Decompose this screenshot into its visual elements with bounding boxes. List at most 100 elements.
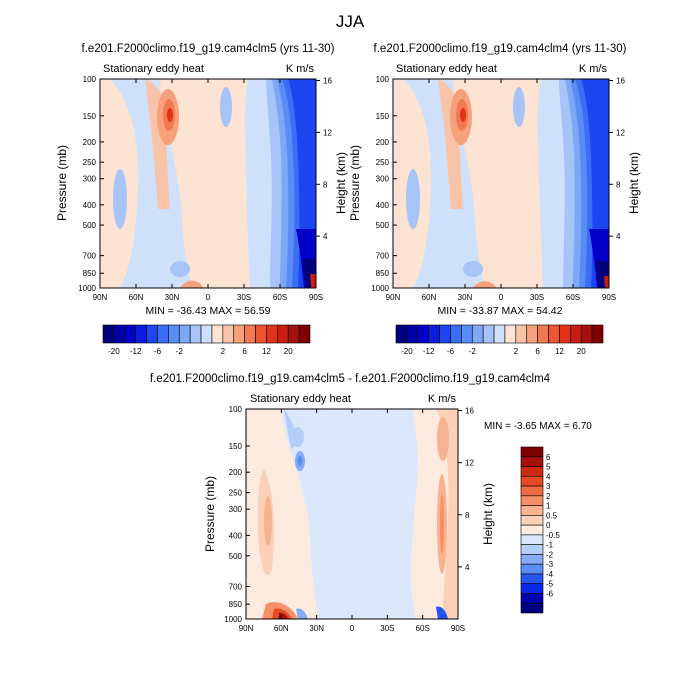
colorbar-label: -6 — [447, 347, 455, 356]
colorbar-label: 5 — [546, 463, 551, 472]
colorbar-label: 12 — [262, 347, 271, 356]
colorbar-label: 20 — [284, 347, 293, 356]
y-tick-label: 150 — [83, 112, 97, 121]
y-tick-label: 500 — [376, 221, 390, 230]
height-tick-label: 16 — [323, 77, 332, 86]
colorbar-swatch — [520, 593, 544, 604]
colorbar-swatch — [570, 324, 582, 344]
y-axis-label: Pressure (mb) — [55, 145, 69, 221]
height-tick-label: 4 — [616, 232, 621, 241]
x-tick-label: 60S — [273, 293, 287, 302]
y-tick-label: 250 — [83, 158, 97, 167]
left-label: Stationary eddy heat — [103, 63, 204, 75]
panel-title: f.e201.F2000climo.f19_g19.cam4clm5 (yrs … — [82, 43, 335, 55]
colorbar-swatch — [471, 324, 484, 344]
y-tick-label: 850 — [83, 269, 97, 278]
x-tick-label: 60S — [566, 293, 580, 302]
colorbar-label: 2 — [514, 347, 519, 356]
x-tick-label: 60S — [416, 624, 430, 633]
colorbar-swatch — [591, 324, 604, 344]
x-tick-label: 30N — [309, 624, 324, 633]
y-tick-label: 1000 — [224, 615, 242, 624]
colorbar-swatch — [520, 475, 544, 487]
colorbar-swatch — [135, 324, 147, 344]
x-tick-label: 0 — [350, 624, 355, 633]
y-tick-label: 200 — [376, 138, 390, 147]
colorbar-swatch — [298, 324, 311, 344]
colorbar-swatch — [520, 446, 544, 458]
height-tick-label: 12 — [616, 128, 625, 137]
colorbar-swatch — [222, 324, 235, 344]
colorbar-label: -20 — [108, 347, 120, 356]
height-tick-label: 16 — [465, 407, 474, 416]
y-axis-label: Pressure (mb) — [348, 145, 362, 221]
colorbar-label: -4 — [546, 570, 554, 579]
colorbar-swatch — [211, 324, 224, 344]
y-tick-label: 100 — [376, 75, 390, 84]
y-tick-label: 1000 — [78, 284, 96, 293]
colorbar-swatch — [113, 324, 126, 344]
y-tick-label: 200 — [229, 468, 243, 477]
colorbar-swatch — [287, 324, 300, 344]
colorbar-swatch — [102, 324, 115, 344]
y-tick-label: 500 — [229, 552, 243, 561]
colorbar-swatch — [450, 324, 462, 344]
colorbar-swatch — [124, 324, 136, 344]
colorbar-swatch — [580, 324, 593, 344]
colorbar-label: -12 — [130, 347, 142, 356]
colorbar-swatch — [244, 324, 256, 344]
colorbar-swatch — [520, 515, 544, 526]
left-label: Stationary eddy heat — [396, 63, 497, 75]
x-tick-label: 60N — [422, 293, 437, 302]
colorbar-swatch — [255, 324, 267, 344]
y-axis-right-label: Height (km) — [334, 152, 348, 214]
x-tick-label: 30S — [237, 293, 251, 302]
x-tick-label: 90S — [451, 624, 465, 633]
colorbar-swatch — [520, 466, 544, 477]
colorbar-label: -2 — [469, 347, 477, 356]
figure-title: JJA — [336, 12, 365, 31]
colorbar-label: -5 — [546, 580, 554, 589]
colorbar-swatch — [189, 324, 202, 344]
right-label: K m/s — [286, 63, 315, 75]
y-tick-label: 300 — [83, 175, 97, 184]
panel-title: f.e201.F2000climo.f19_g19.cam4clm4 (yrs … — [374, 43, 627, 55]
y-tick-label: 100 — [83, 75, 97, 84]
colorbar-swatch — [233, 324, 245, 344]
panel-clm4: f.e201.F2000climo.f19_g19.cam4clm4 (yrs … — [348, 43, 641, 356]
colorbar-label: 3 — [546, 482, 551, 491]
colorbar-swatch — [520, 583, 544, 594]
y-tick-label: 400 — [229, 531, 243, 540]
colorbar-swatch — [178, 324, 191, 344]
y-tick-label: 300 — [376, 175, 390, 184]
colorbar-swatch — [266, 324, 278, 344]
y-tick-label: 250 — [229, 489, 243, 498]
colorbar-label: -6 — [154, 347, 162, 356]
y-tick-label: 850 — [229, 600, 243, 609]
colorbar-label: -2 — [546, 550, 554, 559]
colorbar-label: 20 — [577, 347, 586, 356]
left-label: Stationary eddy heat — [250, 393, 351, 405]
panel-difference: f.e201.F2000climo.f19_g19.cam4clm5 - f.e… — [150, 373, 592, 633]
colorbar-label: 0.5 — [546, 511, 558, 520]
colorbar-label: 6 — [535, 347, 540, 356]
y-tick-label: 700 — [229, 582, 243, 591]
x-tick-label: 0 — [206, 293, 211, 302]
colorbar-label: 2 — [221, 347, 226, 356]
colorbar-swatch — [520, 485, 544, 497]
colorbar-swatch — [428, 324, 440, 344]
height-tick-label: 8 — [323, 180, 328, 189]
y-tick-label: 250 — [376, 158, 390, 167]
height-tick-label: 8 — [616, 180, 621, 189]
contour-field — [100, 79, 316, 288]
colorbar-swatch — [520, 534, 544, 545]
colorbar-label: -3 — [546, 560, 554, 569]
colorbar-label: -1 — [546, 541, 554, 550]
height-tick-label: 12 — [465, 459, 474, 468]
colorbar-swatch — [520, 495, 544, 506]
x-tick-label: 30S — [530, 293, 544, 302]
x-tick-label: 30N — [165, 293, 180, 302]
min-max-text: MIN = -36.43 MAX = 56.59 — [146, 305, 271, 317]
colorbar-swatch — [439, 324, 451, 344]
